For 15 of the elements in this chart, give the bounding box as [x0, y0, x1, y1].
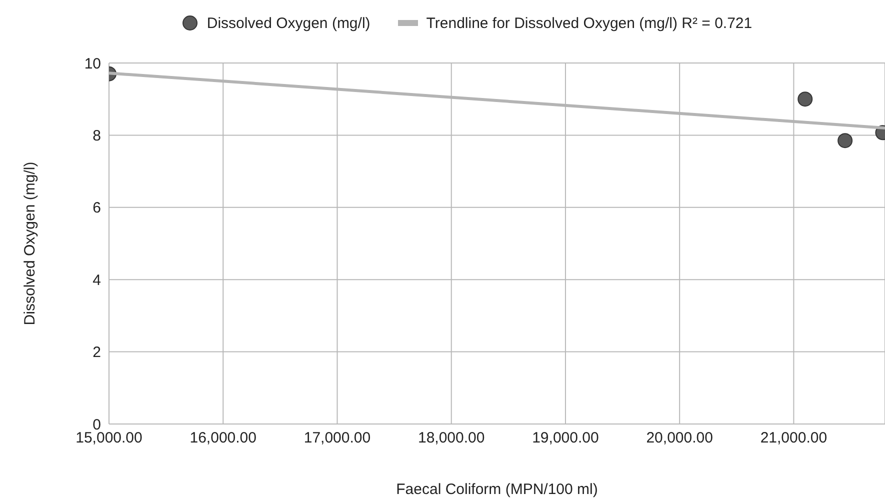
y-tick-label: 8 — [92, 128, 101, 145]
y-tick-label: 4 — [92, 272, 101, 289]
legend-label: Trendline for Dissolved Oxygen (mg/l) R² = 0.721 — [426, 14, 752, 32]
x-tick-label: 17,000.00 — [304, 430, 371, 447]
x-tick-label: 18,000.00 — [418, 430, 485, 447]
x-tick-label: 16,000.00 — [190, 430, 256, 447]
y-tick-label: 2 — [92, 344, 101, 362]
x-tick-label: 21,000.00 — [760, 430, 828, 447]
y-tick-label: 6 — [92, 200, 101, 217]
y-tick-label: 10 — [84, 55, 101, 72]
legend-label: Dissolved Oxygen (mg/l) — [206, 14, 370, 32]
x-tick-label: 20,000.00 — [646, 430, 713, 447]
x-axis-title: Faecal Coliform (MPN/100 ml) — [396, 481, 598, 498]
y-axis-title: Dissolved Oxygen (mg/l) — [21, 162, 38, 326]
x-tick-label: 19,000.00 — [532, 430, 599, 447]
